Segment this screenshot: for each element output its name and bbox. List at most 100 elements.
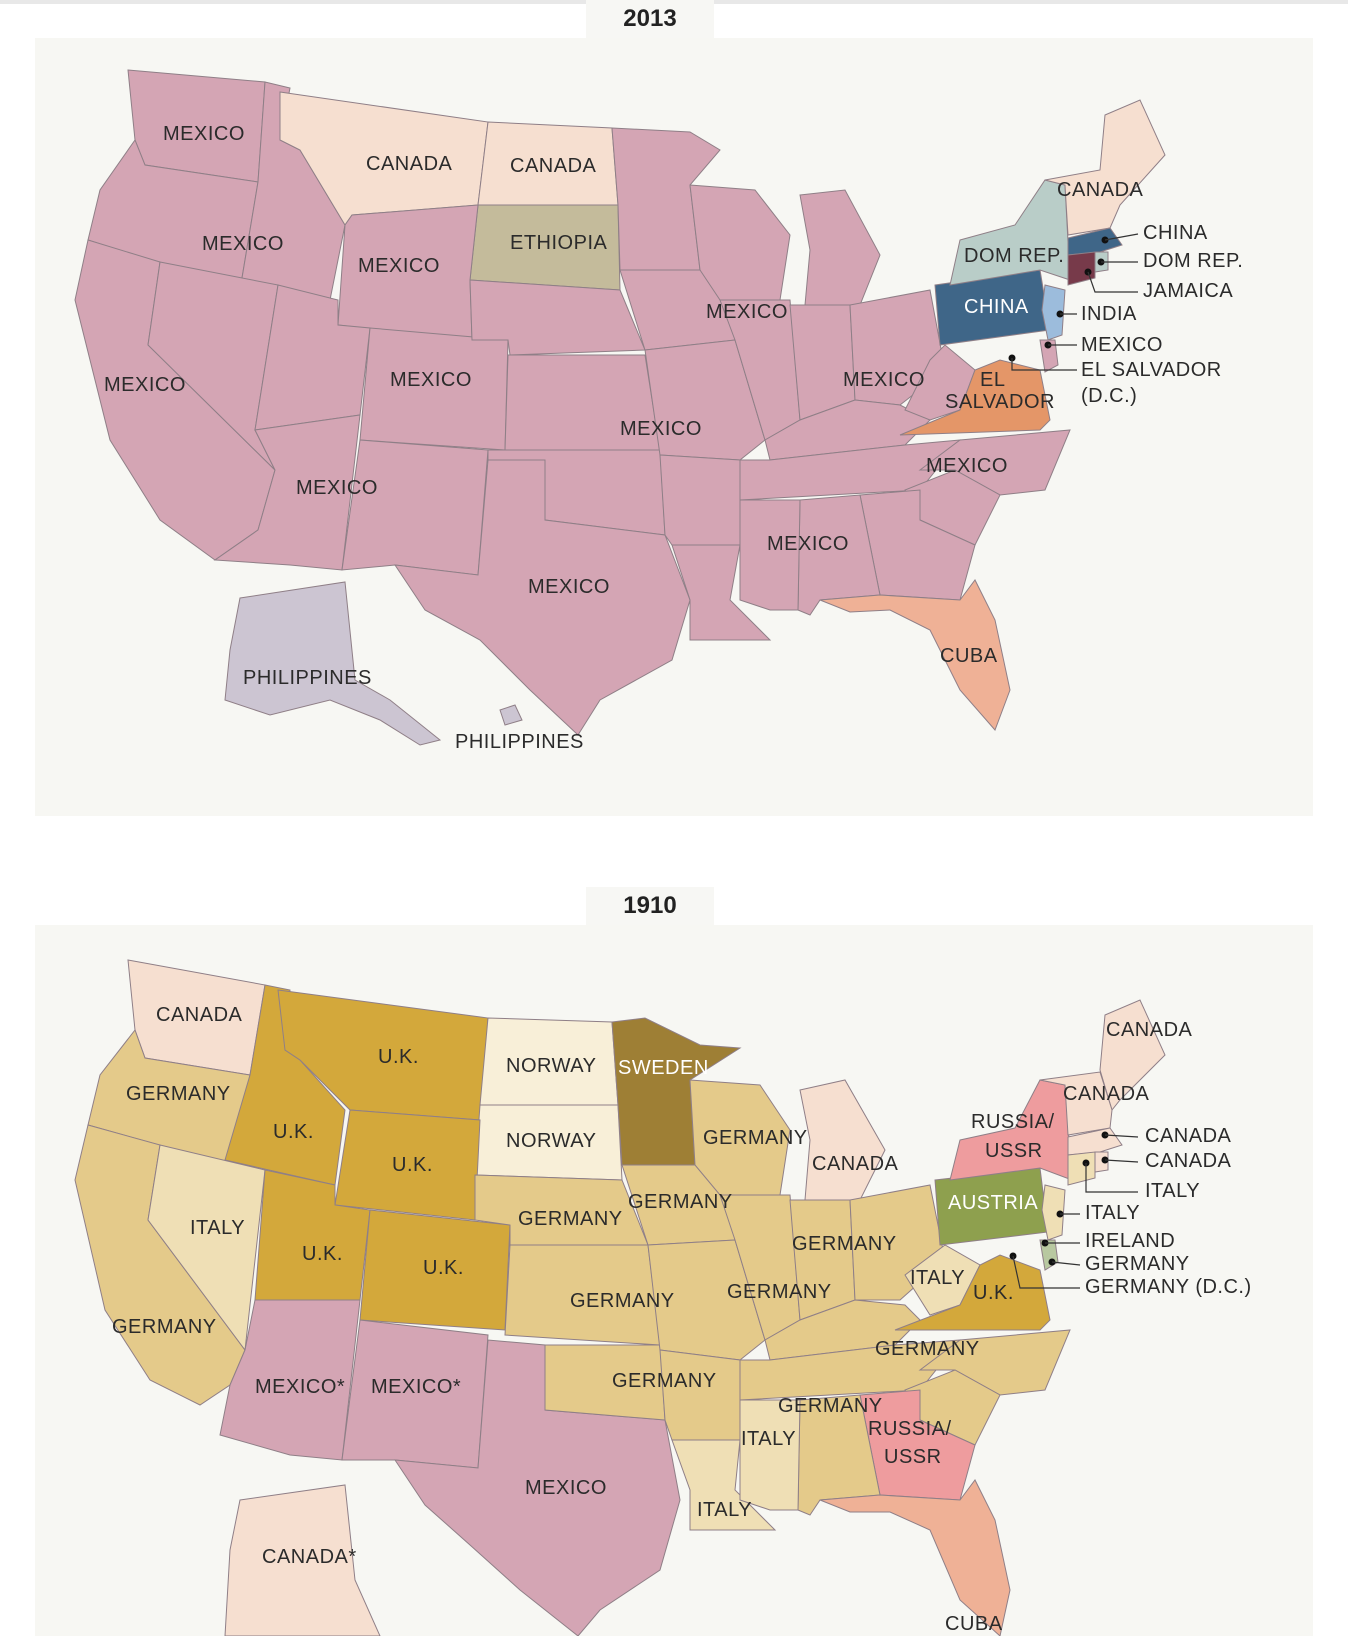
label-wyoming: MEXICO — [358, 255, 440, 277]
label-georgia-1: RUSSIA/ — [868, 1418, 952, 1440]
label-virginia-2: SALVADOR — [945, 391, 1055, 413]
label-virginia-1: EL — [980, 369, 1005, 391]
label-idaho: U.K. — [273, 1121, 314, 1143]
label-virginia: U.K. — [973, 1282, 1014, 1304]
label-new-york-2: USSR — [985, 1140, 1043, 1162]
state-new-jersey[interactable] — [1041, 1184, 1066, 1241]
callout-ri: CANADA — [1145, 1150, 1232, 1172]
state-mississippi[interactable] — [739, 1399, 801, 1511]
label-south-dakota: NORWAY — [506, 1130, 596, 1152]
label-california: MEXICO — [104, 374, 186, 396]
state-connecticut[interactable] — [1067, 1151, 1096, 1186]
label-north-dakota: NORWAY — [506, 1055, 596, 1077]
label-illinois: MEXICO — [706, 301, 788, 323]
label-nevada: ITALY — [190, 1217, 245, 1239]
state-massachusetts[interactable] — [1067, 227, 1123, 256]
state-florida[interactable] — [819, 1479, 1011, 1636]
label-ohio: MEXICO — [843, 369, 925, 391]
callout-de: IRELAND — [1085, 1230, 1175, 1252]
label-arizona: MEXICO — [296, 477, 378, 499]
label-florida: CUBA — [940, 645, 998, 667]
label-kansas: GERMANY — [570, 1290, 675, 1312]
state-mississippi[interactable] — [739, 499, 801, 611]
label-arkansas: GERMANY — [612, 1370, 717, 1392]
label-ohio: GERMANY — [727, 1281, 832, 1303]
label-louisiana: ITALY — [697, 1499, 752, 1521]
callout-nj: ITALY — [1085, 1202, 1140, 1224]
label-south-dakota: ETHIOPIA — [510, 232, 608, 254]
state-virginia[interactable] — [899, 359, 1051, 436]
state-arizona[interactable] — [213, 414, 361, 571]
callout-group-2013: CHINA DOM REP. JAMAICA INDIA MEXICO EL S… — [1008, 222, 1243, 407]
callout-dc-note: (D.C.) — [1081, 385, 1137, 407]
label-montana: CANADA — [366, 153, 453, 175]
us-map-2013: MEXICO CANADA CANADA MEXICO MEXICO ETHIO… — [74, 69, 1243, 753]
label-oregon: GERMANY — [126, 1083, 231, 1105]
label-new-york: DOM REP. — [964, 245, 1064, 267]
map-panel-1910: CANADA GERMANY U.K. U.K. U.K. NORWAY NOR… — [35, 925, 1313, 1636]
state-delaware-maryland[interactable] — [1039, 339, 1059, 373]
label-oklahoma: MEXICO — [620, 418, 702, 440]
callout-dc: EL SALVADOR — [1081, 359, 1222, 381]
label-pennsylvania: AUSTRIA — [948, 1192, 1038, 1214]
label-washington: MEXICO — [163, 123, 245, 145]
label-colorado: U.K. — [423, 1257, 464, 1279]
state-texas[interactable] — [393, 459, 691, 736]
label-washington: CANADA — [156, 1004, 243, 1026]
callout-ct: ITALY — [1145, 1180, 1200, 1202]
callout-md: GERMANY — [1085, 1253, 1190, 1275]
state-new-jersey[interactable] — [1041, 284, 1066, 341]
us-map-1910: CANADA GERMANY U.K. U.K. U.K. NORWAY NOR… — [74, 959, 1251, 1636]
year-label-2013: 2013 — [623, 5, 677, 32]
label-iowa: GERMANY — [628, 1191, 733, 1213]
state-new-england-north[interactable] — [1044, 99, 1166, 236]
label-utah: U.K. — [302, 1243, 343, 1265]
label-new-hampshire: CANADA — [1063, 1083, 1150, 1105]
state-michigan[interactable] — [799, 189, 881, 306]
label-alabama: GERMANY — [778, 1395, 883, 1417]
callout-ma: CANADA — [1145, 1125, 1232, 1147]
state-arkansas[interactable] — [659, 454, 741, 546]
state-arizona[interactable] — [219, 1299, 361, 1461]
label-wisconsin: GERMANY — [703, 1127, 808, 1149]
label-wyoming: U.K. — [392, 1154, 433, 1176]
state-missouri[interactable] — [647, 1239, 766, 1361]
state-alaska[interactable] — [224, 1484, 381, 1636]
label-maine: CANADA — [1106, 1019, 1193, 1041]
label-georgia-2: USSR — [884, 1446, 942, 1468]
label-idaho: MEXICO — [202, 233, 284, 255]
label-minnesota: SWEDEN — [618, 1057, 709, 1079]
label-new-mexico: MEXICO* — [371, 1376, 461, 1398]
label-mississippi: ITALY — [741, 1428, 796, 1450]
label-west-virginia: ITALY — [910, 1267, 965, 1289]
state-missouri[interactable] — [644, 339, 766, 461]
year-tab-1910: 1910 — [586, 887, 714, 925]
label-arizona: MEXICO* — [255, 1376, 345, 1398]
label-alaska: PHILIPPINES — [243, 667, 372, 689]
callout-group-1910: CANADA CANADA ITALY ITALY IRELAND GERMAN… — [1009, 1125, 1251, 1298]
label-florida: CUBA — [945, 1613, 1003, 1635]
label-north-dakota: CANADA — [510, 155, 597, 177]
map-panel-2013: MEXICO CANADA CANADA MEXICO MEXICO ETHIO… — [35, 38, 1313, 816]
callout-ri: DOM REP. — [1143, 250, 1243, 272]
label-nebraska: GERMANY — [518, 1208, 623, 1230]
state-michigan[interactable] — [799, 1079, 886, 1201]
label-montana: U.K. — [378, 1046, 419, 1068]
label-colorado: MEXICO — [390, 369, 472, 391]
state-new-mexico[interactable] — [341, 439, 489, 576]
state-florida[interactable] — [819, 579, 1011, 731]
state-connecticut[interactable] — [1067, 251, 1096, 286]
label-alabama: MEXICO — [767, 533, 849, 555]
state-alaska[interactable] — [224, 581, 442, 746]
label-california: GERMANY — [112, 1316, 217, 1338]
state-indiana[interactable] — [789, 304, 856, 421]
state-virginia[interactable] — [894, 1254, 1051, 1331]
label-michigan: CANADA — [812, 1153, 899, 1175]
state-hawaii[interactable] — [499, 704, 523, 726]
state-new-york[interactable] — [949, 179, 1071, 286]
label-tennessee: GERMANY — [875, 1338, 980, 1360]
state-arkansas[interactable] — [659, 1349, 741, 1441]
label-hawaii: PHILIPPINES — [455, 731, 584, 753]
label-texas: MEXICO — [525, 1477, 607, 1499]
callout-md: MEXICO — [1081, 334, 1163, 356]
